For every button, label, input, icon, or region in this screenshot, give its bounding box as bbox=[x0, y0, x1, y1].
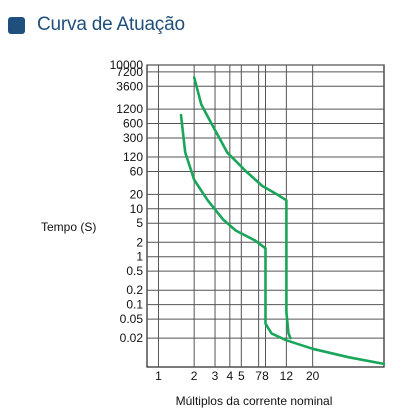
x-axis-title: Múltiplos da corrente nominal bbox=[176, 394, 333, 408]
x-tick-label: 20 bbox=[306, 369, 320, 383]
x-tick-label: 2 bbox=[191, 369, 198, 383]
y-axis-title: Tempo (S) bbox=[41, 220, 96, 234]
series-layer bbox=[179, 76, 386, 366]
x-tick-label: 12 bbox=[280, 369, 294, 383]
x-gridlines bbox=[157, 65, 314, 367]
x-tick-label: 3 bbox=[212, 369, 219, 383]
section-header: Curva de Atuação bbox=[8, 8, 185, 42]
trip-curve-line-1 bbox=[179, 113, 386, 366]
y-tick-label: 60 bbox=[130, 164, 144, 178]
trip-curve-line-2 bbox=[192, 76, 292, 340]
y-tick-label: 5 bbox=[136, 216, 143, 230]
x-tick-label: 5 bbox=[238, 369, 245, 383]
y-tick-label: 1200 bbox=[116, 102, 143, 116]
x-tick-label: 7 bbox=[255, 369, 262, 383]
y-tick-label: 2 bbox=[136, 235, 143, 249]
y-tick-label: 0.1 bbox=[126, 298, 143, 312]
y-tick-label: 3600 bbox=[116, 79, 143, 93]
y-tick-label: 600 bbox=[123, 117, 143, 131]
x-tick-label: 8 bbox=[262, 369, 269, 383]
y-tick-label: 120 bbox=[123, 150, 143, 164]
y-tick-label: 1 bbox=[136, 250, 143, 264]
header-bullet-icon bbox=[8, 16, 25, 34]
y-tick-label: 0.2 bbox=[126, 283, 143, 297]
y-tick-label: 7200 bbox=[116, 65, 143, 79]
y-tick-label: 300 bbox=[123, 131, 143, 145]
y-tick-label: 10000 bbox=[110, 58, 144, 72]
y-tick-label: 20 bbox=[130, 187, 144, 201]
y-tick-label: 0.5 bbox=[126, 264, 143, 278]
y-tick-label: 0.02 bbox=[120, 331, 144, 345]
x-tick-label: 1 bbox=[155, 369, 162, 383]
page-title: Curva de Atuação bbox=[37, 14, 185, 35]
x-tick-labels: 1 2 3 4 5 7 8 12 20 bbox=[155, 369, 320, 383]
x-tick-label: 4 bbox=[226, 369, 233, 383]
y-tick-label: 0.05 bbox=[120, 312, 144, 326]
y-tick-label: 10 bbox=[130, 202, 144, 216]
